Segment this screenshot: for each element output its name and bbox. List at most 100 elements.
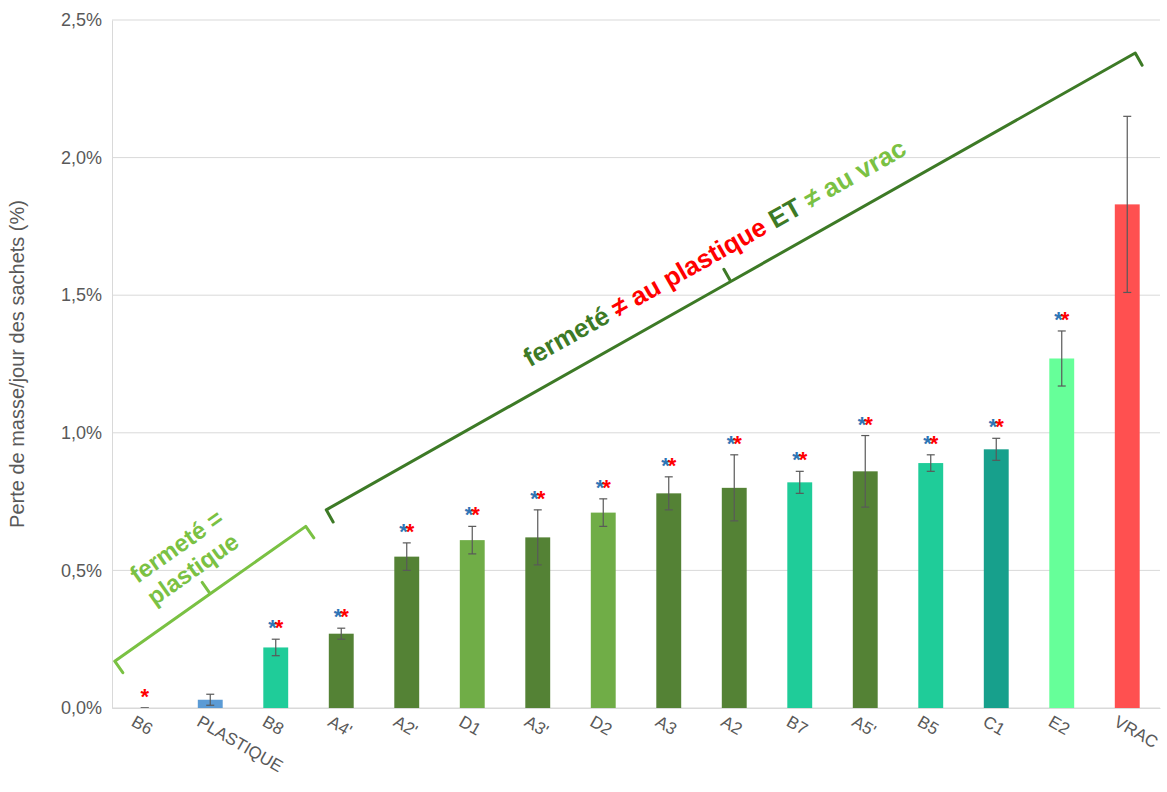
error-bar-line <box>734 455 735 521</box>
y-tick-label: 0,5% <box>61 561 102 581</box>
error-bar-cap <box>730 520 738 521</box>
significance-star: * <box>930 431 939 456</box>
y-axis-line <box>112 21 113 709</box>
x-tick-label: B8 <box>259 712 287 739</box>
y-tick: 2,5% <box>61 10 112 30</box>
error-bar-cap <box>861 507 869 508</box>
annotation: fermeté ≠ au plastique ET ≠ au vrac <box>518 133 911 373</box>
error-bar <box>272 639 280 656</box>
y-tick-label: 2,5% <box>61 10 102 30</box>
x-tick-label: B7 <box>783 712 811 739</box>
significance-star: * <box>140 684 149 709</box>
error-bar-line <box>210 694 211 705</box>
x-tick: A4' <box>325 708 355 740</box>
error-bar-cap <box>665 509 673 510</box>
bar <box>591 513 616 708</box>
annotation-part: ≠ au plastique <box>606 212 772 323</box>
bar <box>787 482 812 708</box>
plot-area <box>141 116 1140 708</box>
x-tick: A3 <box>652 708 680 739</box>
bar <box>853 471 878 708</box>
error-bar <box>206 694 214 705</box>
x-tick: B8 <box>259 708 287 739</box>
x-tick-label: D2 <box>587 712 615 739</box>
error-bar <box>927 455 935 472</box>
bar <box>656 493 681 708</box>
error-bar-cap <box>1123 292 1131 293</box>
error-bar <box>403 543 411 571</box>
grid-line <box>112 20 1160 21</box>
error-bar-cap <box>992 460 1000 461</box>
x-tick: B5 <box>914 708 942 739</box>
x-tick-label: E2 <box>1045 712 1073 739</box>
error-bar-line <box>930 455 931 472</box>
error-bar-cap <box>1058 385 1066 386</box>
error-bar-cap <box>468 553 476 554</box>
error-bar-line <box>537 510 538 565</box>
bar <box>722 488 747 708</box>
x-tick-label: VRAC <box>1111 712 1161 752</box>
y-tick-label: 2,0% <box>61 148 102 168</box>
significance-star: * <box>668 453 677 478</box>
bar <box>263 647 288 708</box>
x-tick: A5' <box>849 708 879 740</box>
error-bar-line <box>799 471 800 493</box>
error-bar <box>337 628 345 639</box>
x-tick: B7 <box>783 708 811 739</box>
x-tick: A2' <box>390 708 420 740</box>
error-bar-cap <box>206 694 214 695</box>
error-bar-line <box>472 526 473 554</box>
x-tick-label: B5 <box>914 712 942 739</box>
x-tick: D2 <box>587 708 615 739</box>
y-tick: 1,0% <box>61 423 112 443</box>
x-tick-label: A5' <box>849 712 879 740</box>
significance-star: * <box>275 615 284 640</box>
annotation-part: fermeté <box>518 297 621 373</box>
x-tick-label: A3' <box>521 712 551 740</box>
x-tick: VRAC <box>1111 708 1161 752</box>
y-axis: 0,0% 0,5% 1,0% 1,5% 2,0% 2,5% <box>61 10 113 718</box>
error-bar <box>861 436 869 508</box>
y-tick: 2,0% <box>61 148 112 168</box>
bar <box>394 557 419 708</box>
significance-star: * <box>799 447 808 472</box>
error-bar <box>599 499 607 527</box>
error-bar <box>534 510 542 565</box>
significance-star: * <box>340 604 349 629</box>
error-bar-line <box>275 639 276 656</box>
error-bar-cap <box>599 526 607 527</box>
bar <box>918 463 943 708</box>
x-axis-line <box>113 708 1161 709</box>
significance-star: * <box>864 412 873 437</box>
significance: *************************** <box>140 307 1069 709</box>
error-bar <box>796 471 804 493</box>
error-bar <box>468 526 476 554</box>
y-tick-label: 1,0% <box>61 423 102 443</box>
significance-star: * <box>733 431 742 456</box>
error-bar-line <box>341 628 342 639</box>
x-tick: PLASTIQUE <box>194 708 286 776</box>
y-tick-label: 0,0% <box>61 698 102 718</box>
error-bar <box>730 455 738 521</box>
x-tick-label: A3 <box>652 712 680 739</box>
significance-star: * <box>995 414 1004 439</box>
error-bar-cap <box>927 471 935 472</box>
bar <box>329 634 354 708</box>
error-bar <box>992 438 1000 460</box>
error-bar-line <box>1127 116 1128 292</box>
significance-star: * <box>537 486 546 511</box>
grid <box>112 20 1160 708</box>
error-bar-line <box>865 436 866 508</box>
y-tick-label: 1,5% <box>61 285 102 305</box>
bar <box>1049 358 1074 708</box>
bar <box>984 449 1009 708</box>
y-tick: 0,5% <box>61 561 112 581</box>
error-bar-line <box>668 477 669 510</box>
x-tick: C1 <box>980 708 1008 739</box>
error-bar-line <box>603 499 604 527</box>
error-bar <box>665 477 673 510</box>
significance-star: * <box>1061 307 1070 332</box>
x-tick: B6 <box>128 708 156 739</box>
error-bar <box>1058 331 1066 386</box>
x-tick-label: A2 <box>718 712 746 739</box>
